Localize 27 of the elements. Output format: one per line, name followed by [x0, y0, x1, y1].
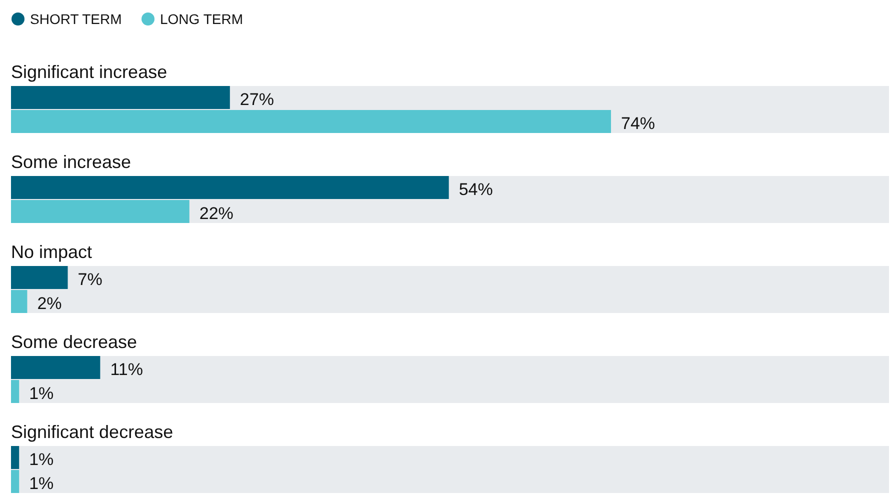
y-tick-label: Some increase: [11, 152, 132, 172]
data-label: 1%: [29, 384, 54, 403]
data-label: 11%: [110, 360, 143, 379]
y-tick-label: Some decrease: [11, 332, 138, 352]
data-label: 1%: [29, 450, 54, 469]
data-label: 7%: [78, 270, 102, 289]
bar: [11, 86, 230, 109]
bar: [11, 290, 28, 313]
y-tick-label: Significant decrease: [11, 422, 174, 442]
bar: [11, 266, 68, 289]
bar: [11, 446, 20, 469]
bar: [11, 176, 449, 199]
data-label: 1%: [29, 474, 54, 493]
bar: [11, 380, 20, 403]
y-tick-label: No impact: [11, 242, 92, 262]
bar: [11, 200, 190, 223]
bar: [11, 356, 100, 379]
data-label: 22%: [199, 204, 234, 223]
bar: [11, 470, 20, 493]
bar: [11, 110, 611, 133]
legend-label: SHORT TERM: [30, 11, 122, 27]
data-label: 54%: [458, 180, 493, 199]
legend-label: LONG TERM: [160, 11, 243, 27]
data-label: 27%: [240, 90, 274, 109]
data-label: 2%: [37, 294, 62, 313]
data-label: 74%: [621, 114, 656, 133]
y-tick-label: Significant increase: [11, 62, 168, 82]
